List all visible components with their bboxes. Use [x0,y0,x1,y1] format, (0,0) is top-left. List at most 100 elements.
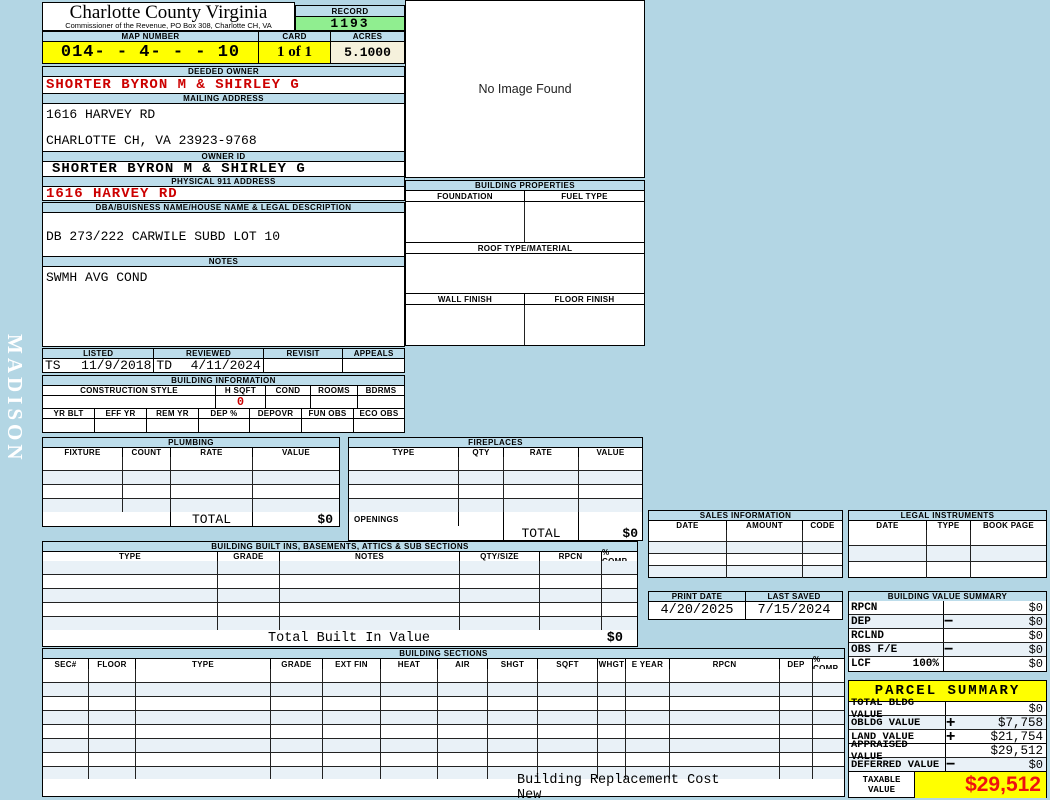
sales-empty-rows [648,530,843,578]
remyr-field[interactable] [147,419,199,432]
plumbing-fixture-label: FIXTURE [43,448,123,457]
construction-style-field[interactable] [43,396,216,408]
grid-line [539,561,540,631]
vs-rpcn-label: RPCN [849,601,944,614]
hsqft-value[interactable]: 0 [216,395,266,409]
instruments-type-label: TYPE [927,521,971,530]
fireplaces-total-spacer [349,526,504,540]
bdrms-field[interactable] [358,396,404,408]
sections-dep-label: DEP [780,659,813,669]
sections-eyear-label: E YEAR [626,659,670,669]
grid-line [279,561,280,631]
sales-amount-label: AMOUNT [727,521,803,530]
fireplaces-empty-rows [348,457,643,513]
card-value[interactable]: 1 of 1 [259,42,331,63]
grid-line [459,561,460,631]
sections-footer-label: Building Replacement Cost New [517,772,720,800]
sections-sec-label: SEC# [43,659,89,669]
builtins-grade-label: GRADE [218,552,280,561]
dep-pct-label: DEP % [199,409,250,418]
yrblt-field[interactable] [43,419,95,432]
grid-line [380,669,381,780]
ps-obldg-op: + [946,713,956,731]
yrblt-label: YR BLT [43,409,95,418]
grid-line [135,669,136,780]
owner-id-value[interactable]: SHORTER BYRON M & SHIRLEY G [42,161,405,177]
grid-line [601,561,602,631]
county-title: Charlotte County Virginia [69,2,268,23]
grid-line [578,457,579,513]
ps-land-label: LAND VALUE [849,730,946,743]
grid-line [625,669,626,780]
ps-deferred-value: $0 [1028,757,1043,772]
physical-address-value[interactable]: 1616 HARVEY RD [42,186,405,202]
effyr-field[interactable] [95,419,147,432]
vs-lcf-name: LCF [851,658,871,670]
ps-land-op: + [946,727,956,745]
vs-obs-label: OBS F/E [849,643,944,656]
fuel-type-label: FUEL TYPE [561,191,608,201]
ecoobs-label: ECO OBS [359,409,399,418]
grid-line [802,530,803,578]
reviewed-field[interactable]: TD 4/11/2024 [154,358,264,373]
fireplaces-openings-rate-field[interactable] [504,512,579,526]
vs-lcf-op [944,657,957,671]
ps-obldg-value: $7,758 [997,715,1043,730]
revisit-label: REVISIT [264,349,344,358]
foundation-fuel-field[interactable] [405,201,645,243]
map-number-label: MAP NUMBER [43,32,259,41]
grid-line [524,202,525,242]
cond-field[interactable] [266,396,311,408]
rooms-field[interactable] [311,396,358,408]
acres-value[interactable]: 5.1000 [331,42,404,63]
deeded-owner-value[interactable]: SHORTER BYRON M & SHIRLEY G [42,76,405,94]
builtins-qtysize-label: QTY/SIZE [460,552,540,561]
ecoobs-field[interactable] [354,419,404,432]
appeals-field[interactable] [343,359,404,372]
grid-line [970,530,971,578]
funobs-field[interactable] [302,419,354,432]
roof-type-field[interactable] [405,253,645,294]
mailing-address-field[interactable]: 1616 HARVEY RD CHARLOTTE CH, VA 23923-97… [42,103,405,152]
grid-line [669,669,670,780]
grid-line [437,669,438,780]
mailing-line1: 1616 HARVEY RD [46,107,156,122]
legal-description-field[interactable]: DB 273/222 CARWILE SUBD LOT 10 [42,212,405,257]
remyr-label: REM YR [147,409,199,418]
roof-type-label: ROOF TYPE/MATERIAL [477,243,573,253]
record-value[interactable]: 1193 [295,16,405,31]
no-image-text: No Image Found [478,82,572,96]
vs-dep-label: DEP [849,615,944,628]
parcel-summary-row: LAND VALUE + $21,754 [849,727,1046,745]
funobs-label: FUN OBS [302,409,354,418]
fireplaces-openings-value-field[interactable] [579,512,642,526]
vs-rclnd-value: $0 [1028,628,1043,643]
last-saved-label: LAST SAVED [767,592,821,601]
ps-totalbldg-value: $0 [1028,701,1043,716]
vs-obs-value: $0 [1028,642,1043,657]
sections-grade-label: GRADE [271,659,323,669]
revisit-field[interactable] [264,359,344,372]
sections-comp-label: % COMP [813,655,838,673]
sections-floor-label: FLOOR [89,659,136,669]
sales-date-label: DATE [649,521,727,530]
ps-deferred-label: DEFERRED VALUE [849,758,946,771]
parcel-summary: PARCEL SUMMARY TOTAL BLDG VALUE $0 OBLDG… [848,680,1047,798]
listed-field[interactable]: TS 11/9/2018 [43,358,155,373]
reviewed-by: TD [156,358,172,373]
listed-date: 11/9/2018 [81,358,152,373]
depovr-field[interactable] [250,419,302,432]
map-number-value[interactable]: 014- - 4- - - 10 [43,42,259,63]
instruments-bookpage-label: BOOK PAGE [982,521,1034,530]
fireplaces-openings-qty-field[interactable] [459,512,504,526]
value-summary-row: LCF 100% $0 [849,657,1046,671]
cond-label: COND [266,386,311,395]
bdrms-label: BDRMS [365,386,397,395]
wall-floor-finish-field[interactable] [405,304,645,346]
notes-field[interactable]: SWMH AVG COND [42,266,405,347]
builtins-type-label: TYPE [43,552,218,561]
sections-air-label: AIR [438,659,488,669]
dep-pct-field[interactable] [199,419,250,432]
grid-line [726,530,727,578]
parcel-summary-row: TOTAL BLDG VALUE $0 [849,697,1046,721]
